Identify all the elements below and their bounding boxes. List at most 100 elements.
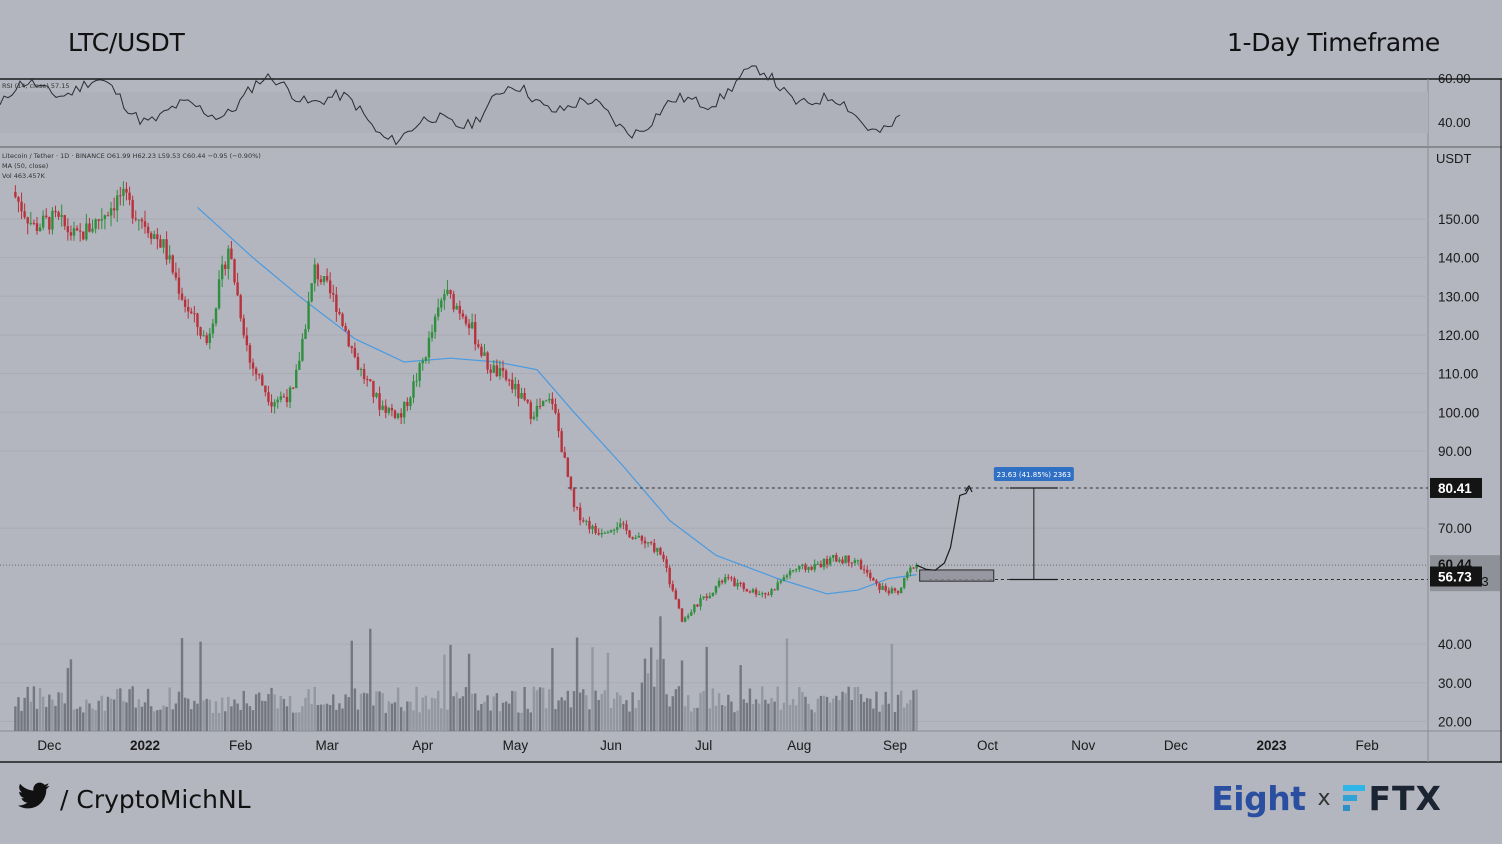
candle-body <box>288 387 292 403</box>
candle-body <box>384 405 387 413</box>
candle-body <box>532 416 536 419</box>
candle-body <box>174 272 178 278</box>
volume-bar <box>131 686 134 731</box>
volume-bar <box>224 711 227 731</box>
volume-bar <box>322 704 326 731</box>
volume-bar <box>464 687 468 731</box>
volume-bars <box>14 616 918 731</box>
volume-bar <box>899 690 903 731</box>
volume-bar <box>362 692 366 731</box>
ftx-logo: FTX <box>1342 778 1443 818</box>
x-tick-label: Aug <box>787 738 811 753</box>
volume-bar <box>45 706 48 731</box>
candles <box>14 181 918 623</box>
volume-bar <box>366 693 369 731</box>
support-price-badge: 56.73 <box>1438 570 1472 585</box>
volume-bar <box>165 706 168 731</box>
volume-bar <box>424 695 428 731</box>
volume-bar <box>230 706 233 731</box>
volume-bar <box>634 708 637 731</box>
ftx-text: FTX <box>1368 778 1442 818</box>
candle-body <box>575 507 579 509</box>
volume-bar <box>270 687 273 731</box>
candle-body <box>183 299 187 307</box>
volume-bar <box>529 712 532 731</box>
candle-body <box>628 530 631 538</box>
volume-bar <box>350 640 353 731</box>
volume-bar <box>717 693 721 731</box>
candle-body <box>97 219 100 221</box>
volume-bar <box>495 693 499 731</box>
volume-bar <box>220 697 224 731</box>
candle-body <box>764 593 767 595</box>
candle-body <box>295 369 298 389</box>
twitter-handle[interactable]: / CryptoMichNL <box>18 782 251 816</box>
measure-label-text: 23.63 (41.85%) 2363 <box>997 471 1071 479</box>
candle-body <box>625 524 628 531</box>
volume-bar <box>875 691 878 731</box>
volume-bar <box>912 690 915 731</box>
volume-bar <box>436 690 440 731</box>
volume-bar <box>474 693 477 731</box>
volume-bar <box>708 708 711 731</box>
candle-body <box>751 589 755 593</box>
candle-body <box>520 393 523 399</box>
volume-bar <box>162 705 165 731</box>
candle-body <box>100 219 103 221</box>
candle-body <box>353 348 357 358</box>
volume-bar <box>359 693 363 731</box>
rsi-band <box>0 92 1428 133</box>
volume-bar <box>254 694 258 731</box>
volume-bar <box>399 707 403 731</box>
candle-body <box>909 567 912 573</box>
candle-body <box>378 393 381 410</box>
candle-body <box>168 255 171 260</box>
candle-body <box>325 276 329 281</box>
volume-bar <box>890 643 894 731</box>
candle-body <box>332 293 335 295</box>
candle-body <box>322 276 326 283</box>
volume-bar <box>338 703 341 731</box>
volume-bar <box>545 708 548 731</box>
volume-bar <box>103 710 107 731</box>
candle-body <box>193 313 196 315</box>
candle-body <box>125 188 128 193</box>
volume-bar <box>183 697 187 731</box>
candle-body <box>680 608 684 622</box>
candle-body <box>825 558 829 565</box>
candle-body <box>903 577 906 588</box>
candle-body <box>702 596 705 599</box>
volume-bar <box>813 712 816 731</box>
volume-bar <box>461 696 465 731</box>
volume-bar <box>128 689 131 731</box>
volume-bar <box>865 698 869 731</box>
volume-bar <box>353 688 357 731</box>
volume-bar <box>612 698 616 731</box>
volume-bar <box>32 686 36 731</box>
price-axis: USDT 150.00 140.00 130.00 120.00 110.00 100.00… <box>1430 151 1500 729</box>
volume-bar <box>69 659 73 731</box>
volume-bar <box>146 688 150 731</box>
volume-bar <box>75 708 79 731</box>
volume-bar <box>375 691 378 731</box>
candle-body <box>88 223 91 232</box>
candle-body <box>316 264 320 280</box>
candle-body <box>267 392 270 402</box>
volume-bar <box>532 686 536 731</box>
volume-bar <box>548 689 551 731</box>
volume-bar <box>489 710 492 731</box>
candle-body <box>143 221 147 227</box>
rsi-legend-text: RSI (14, close) 57.15 <box>2 82 70 90</box>
volume-bar <box>403 711 406 731</box>
volume-bar <box>288 695 292 731</box>
candle-body <box>230 248 233 260</box>
volume-bar <box>208 699 212 731</box>
candle-body <box>112 208 116 211</box>
candle-body <box>211 323 215 334</box>
volume-bar <box>384 712 387 731</box>
moving-average <box>197 206 917 595</box>
candle-body <box>603 532 607 534</box>
volume-bar <box>693 707 696 731</box>
volume-bar <box>625 700 628 731</box>
